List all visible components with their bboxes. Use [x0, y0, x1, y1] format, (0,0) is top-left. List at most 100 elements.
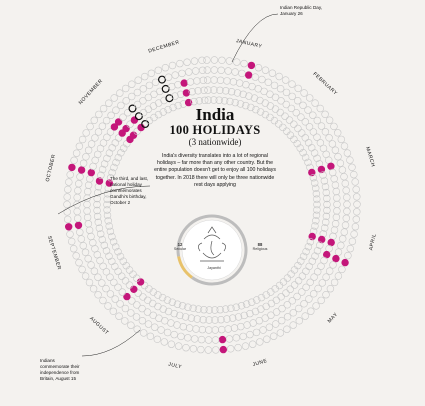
day-dot [234, 313, 243, 321]
day-dot [112, 158, 120, 167]
day-dot [240, 59, 248, 68]
day-dot [312, 211, 321, 220]
day-dot [164, 307, 173, 316]
day-dot [290, 135, 298, 144]
day-dot [79, 159, 88, 168]
day-dot [243, 321, 251, 329]
holiday-dot [218, 325, 226, 334]
day-dot [218, 56, 226, 64]
day-dot [90, 116, 99, 125]
day-dot [176, 311, 184, 320]
day-dot [293, 292, 301, 301]
day-dot [234, 343, 242, 352]
day-dot [216, 86, 224, 95]
day-dot [304, 158, 312, 167]
day-dot [89, 239, 97, 247]
holiday-dot [122, 97, 130, 105]
holiday-dot [94, 218, 103, 227]
annotation-gandhi-birthday: The third, and last, national holiday co… [110, 176, 149, 205]
day-dot [83, 213, 92, 222]
day-dot [305, 262, 313, 271]
day-dot [287, 104, 296, 113]
day-dot [326, 267, 334, 275]
day-dot [312, 190, 321, 198]
day-dot [145, 285, 153, 293]
day-dot [190, 97, 198, 106]
day-dot [86, 122, 94, 131]
day-dot [73, 214, 82, 223]
day-dot [65, 178, 73, 186]
day-dot [225, 57, 234, 65]
day-dot [117, 272, 126, 280]
holiday-dot [184, 98, 193, 107]
day-dot [149, 311, 157, 319]
legend-secular-value: 12 [177, 242, 183, 247]
holiday-dot [117, 101, 125, 110]
day-dot [173, 321, 181, 329]
holiday-dot [128, 104, 137, 113]
ganesha-stroke [207, 226, 217, 234]
legend-arc-religious [176, 214, 248, 286]
day-dot [279, 123, 287, 132]
day-dot [297, 113, 305, 121]
day-dot [175, 342, 183, 350]
day-dot [192, 67, 200, 75]
day-dot [104, 302, 112, 310]
day-dot [231, 98, 240, 107]
day-dot [171, 71, 179, 79]
day-dot [64, 185, 72, 194]
holiday-dot [332, 254, 340, 263]
day-dot [233, 89, 242, 97]
day-dot [329, 261, 337, 269]
day-dot [160, 338, 169, 346]
page-title: India [195, 105, 235, 124]
day-dot [261, 110, 270, 119]
leader-line [57, 185, 151, 215]
holiday-dot [242, 80, 250, 89]
holiday-dot [64, 223, 73, 231]
day-dot [146, 332, 155, 340]
day-dot [281, 112, 289, 120]
day-dot [317, 122, 326, 130]
day-dot [210, 86, 218, 94]
holiday-dot [245, 71, 253, 79]
day-dot [127, 309, 135, 317]
day-dot [282, 88, 291, 97]
day-dot [236, 79, 244, 87]
holiday-dot [123, 108, 132, 117]
day-dot [279, 278, 288, 286]
day-dot [308, 257, 316, 265]
day-dot [75, 259, 83, 267]
day-dot [205, 306, 214, 314]
day-dot [154, 110, 163, 119]
day-dot [271, 93, 280, 102]
day-dot [93, 200, 101, 209]
day-dot [174, 80, 182, 89]
day-dot [139, 293, 147, 301]
day-dot [179, 323, 188, 331]
day-dot [334, 272, 343, 280]
day-dot [133, 274, 141, 282]
day-dot [189, 304, 197, 312]
holiday-dot [106, 174, 115, 182]
day-dot [199, 316, 207, 324]
day-dot [102, 268, 111, 276]
day-dot [310, 290, 318, 298]
day-dot [73, 200, 81, 209]
day-dot [333, 194, 341, 202]
day-dot [256, 108, 265, 116]
day-dot [310, 149, 319, 157]
day-dot [211, 336, 220, 344]
day-dot [252, 105, 260, 114]
day-dot [144, 320, 153, 328]
day-dot [282, 289, 290, 297]
holiday-dot [95, 110, 103, 119]
day-dot [307, 307, 315, 315]
day-dot [134, 76, 142, 84]
day-dots [63, 56, 361, 354]
day-dot [237, 302, 246, 310]
day-dot [306, 278, 314, 286]
day-dot [330, 175, 338, 183]
day-dot [161, 63, 170, 72]
legend-ring [176, 214, 248, 286]
